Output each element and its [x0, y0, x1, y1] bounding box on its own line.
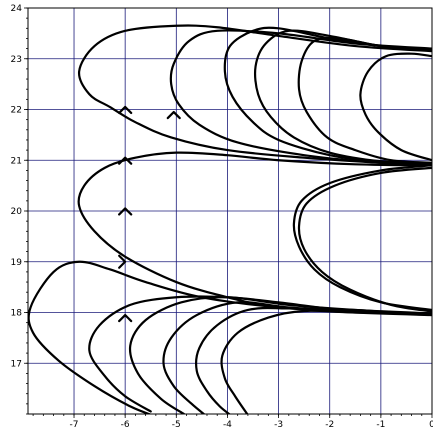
trajectory-curve-5 [297, 36, 432, 164]
grid-lines [28, 8, 432, 414]
x-tick-label: -5 [172, 420, 181, 430]
trajectory-curve-4 [253, 29, 432, 165]
x-tick-label: -6 [121, 420, 130, 430]
tick-labels: -7 -6 -5 -4 -3 -2 -1 0 17 18 19 20 21 22 23 24 [11, 4, 433, 430]
direction-arrow-3 [118, 156, 133, 165]
trajectory-curve-10 [77, 151, 432, 317]
x-tick-label: -3 [274, 420, 283, 430]
x-tick-label: -4 [223, 420, 232, 430]
x-tick-label: 0 [429, 420, 433, 430]
y-tick-label: 22 [11, 106, 22, 116]
y-tick-label: 21 [11, 156, 22, 166]
trajectory-curve-8 [297, 166, 432, 313]
trajectory-curve-7 [292, 164, 432, 312]
direction-arrow-5 [118, 254, 127, 269]
direction-arrow-2 [166, 110, 181, 120]
trajectory-curves [28, 24, 432, 414]
direction-arrow-6 [118, 313, 133, 323]
y-tick-label: 17 [11, 359, 22, 369]
trajectory-curve-14 [195, 306, 432, 414]
trajectory-curve-15 [220, 309, 432, 414]
y-tick-label: 18 [11, 309, 23, 319]
trajectory-curve-13 [162, 301, 432, 414]
trajectory-curve-12 [128, 296, 432, 414]
y-tick-label: 19 [11, 258, 23, 268]
x-tick-label: -7 [70, 420, 79, 430]
direction-arrows [118, 105, 181, 323]
direction-arrow-4 [118, 207, 133, 216]
direction-arrow-1 [118, 105, 133, 115]
axis-ticks [24, 7, 433, 418]
x-tick-label: -2 [325, 420, 334, 430]
x-tick-label: -1 [376, 420, 385, 430]
y-tick-label: 20 [11, 207, 23, 217]
trajectory-curve-6 [359, 52, 432, 162]
y-tick-label: 23 [11, 55, 22, 65]
y-tick-label: 24 [11, 4, 23, 14]
